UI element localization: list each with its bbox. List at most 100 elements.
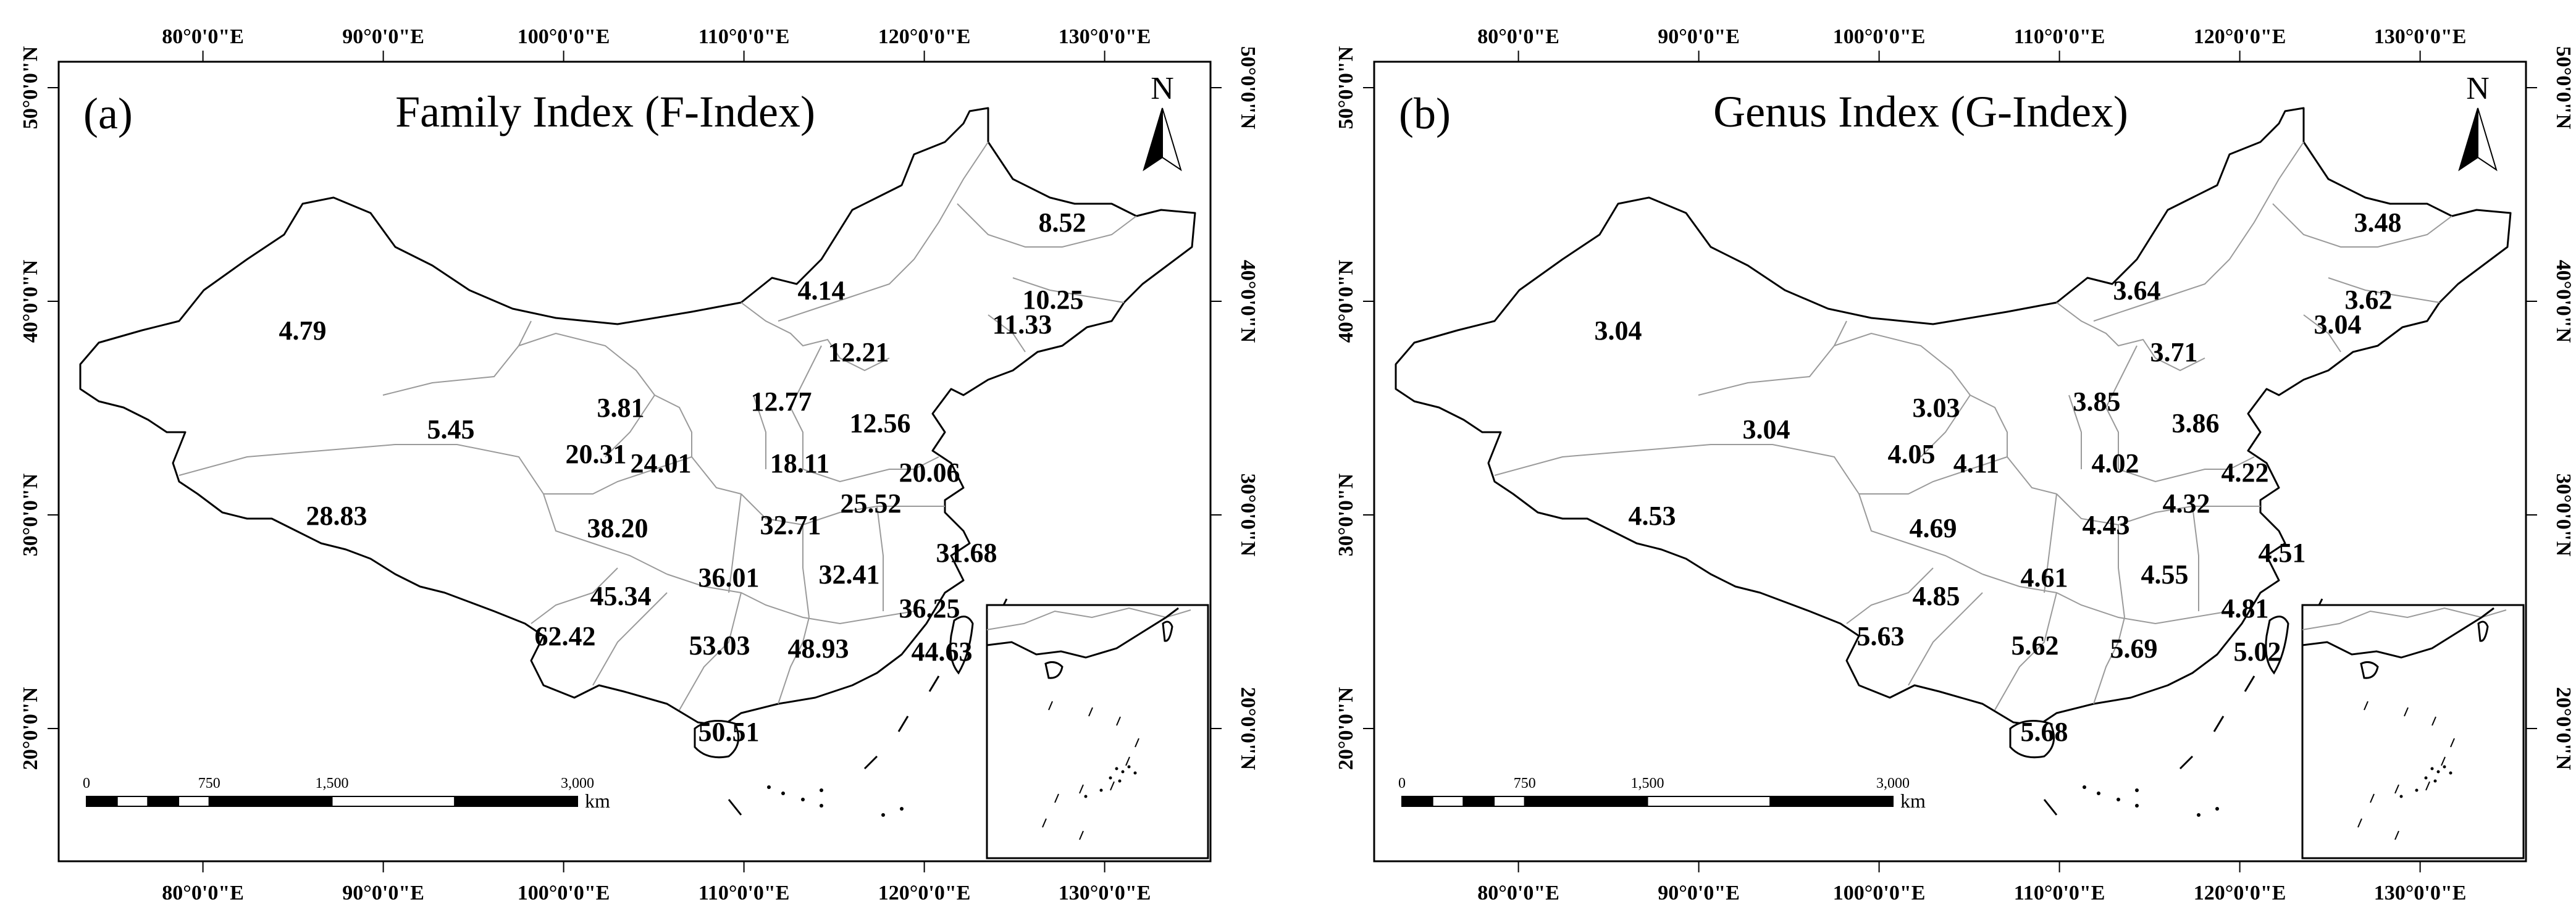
longitude-label-bottom: 80°0'0"E bbox=[162, 882, 244, 904]
sea-boundary-dashes bbox=[728, 598, 1008, 816]
longitude-label-top: 80°0'0"E bbox=[1477, 25, 1559, 48]
taiwan-island bbox=[2265, 616, 2289, 675]
province-border bbox=[1920, 395, 1971, 457]
map-frame bbox=[1373, 61, 2527, 862]
scale-tick-label: 1,500 bbox=[316, 775, 349, 791]
hainan-island bbox=[694, 720, 740, 759]
region-value-label: 5.45 bbox=[427, 414, 475, 445]
island-dot bbox=[820, 788, 823, 792]
scale-tick-label: 1,500 bbox=[1631, 775, 1664, 791]
latitude-label-right: 50°0'0"N bbox=[2552, 46, 2575, 130]
island-dot bbox=[2135, 788, 2139, 792]
inset-boundary-dash bbox=[2441, 756, 2446, 766]
region-value-label: 4.85 bbox=[1913, 581, 1960, 611]
panel-family-index: 80°0'0"E 80°0'0"E 90°0'0"E 90°0'0"E 100°0'0"… bbox=[0, 0, 1278, 923]
province-border bbox=[1494, 444, 1860, 495]
province-border bbox=[753, 395, 766, 469]
inset-island-dot bbox=[1127, 765, 1131, 769]
longitude-label-bottom: 80°0'0"E bbox=[1477, 882, 1559, 904]
latitude-label-right: 20°0'0"N bbox=[2552, 687, 2575, 771]
scale-tick-label: 0 bbox=[1398, 775, 1406, 791]
latitude-label-left: 20°0'0"N bbox=[1335, 687, 1357, 770]
family-index-map: 80°0'0"E 80°0'0"E 90°0'0"E 90°0'0"E 100°0'0"… bbox=[19, 25, 1259, 904]
scale-segment bbox=[1524, 796, 1648, 807]
inset-island-dot bbox=[1084, 795, 1088, 798]
longitude-label-bottom: 100°0'0"E bbox=[518, 882, 610, 904]
region-value-label: 10.25 bbox=[1023, 285, 1084, 315]
scale-segment bbox=[454, 796, 578, 807]
panel-title: Genus Index (G-Index) bbox=[1713, 87, 2128, 136]
inset-boundary-dash bbox=[1125, 756, 1130, 766]
island-dot bbox=[2097, 791, 2100, 795]
longitude-label-top: 100°0'0"E bbox=[518, 25, 610, 48]
region-value-label: 3.64 bbox=[2113, 275, 2161, 306]
inset-boundary-dash bbox=[1110, 781, 1115, 791]
inset-boundary-dash bbox=[2357, 818, 2362, 828]
inset-taiwan bbox=[2477, 620, 2489, 642]
inset-taiwan bbox=[1162, 620, 1173, 642]
region-value-label: 62.42 bbox=[535, 621, 596, 651]
region-value-label: 5.69 bbox=[2110, 633, 2158, 664]
island-dot bbox=[2215, 807, 2219, 811]
longitude-label-top: 110°0'0"E bbox=[699, 25, 790, 48]
province-border bbox=[666, 574, 915, 625]
longitude-label-bottom: 130°0'0"E bbox=[2374, 882, 2467, 904]
island-dot bbox=[781, 791, 785, 795]
region-value-label: 5.63 bbox=[1857, 621, 1905, 651]
region-value-label: 3.04 bbox=[1595, 315, 1642, 346]
region-value-label: 50.51 bbox=[699, 717, 760, 747]
latitude-label-right: 30°0'0"N bbox=[1236, 474, 1259, 557]
latitude-label-left: 50°0'0"N bbox=[1335, 46, 1357, 129]
region-value-label: 5.68 bbox=[2021, 717, 2068, 747]
region-value-label: 4.22 bbox=[2221, 457, 2269, 488]
inset-boundary-dash bbox=[1054, 793, 1059, 803]
inset-boundary-dash bbox=[1079, 784, 1084, 794]
region-value-label: 31.68 bbox=[936, 538, 997, 568]
longitude-label-bottom: 130°0'0"E bbox=[1059, 882, 1151, 904]
island-dot bbox=[767, 785, 771, 789]
region-value-label: 4.55 bbox=[2141, 559, 2189, 590]
longitude-label-top: 130°0'0"E bbox=[2374, 25, 2467, 48]
inset-coastline bbox=[986, 607, 1179, 659]
region-value-label: 4.61 bbox=[2021, 562, 2068, 593]
map-frame bbox=[57, 61, 1212, 862]
north-arrow-label: N bbox=[2466, 71, 2490, 106]
province-border bbox=[876, 506, 884, 611]
longitude-label-top: 120°0'0"E bbox=[878, 25, 971, 48]
longitude-label-top: 90°0'0"E bbox=[342, 25, 424, 48]
latitude-label-left: 40°0'0"N bbox=[1335, 259, 1357, 343]
longitude-label-bottom: 110°0'0"E bbox=[2014, 882, 2105, 904]
inset-island-dot bbox=[1118, 779, 1122, 783]
province-border bbox=[543, 456, 692, 495]
latitude-label-right: 40°0'0"N bbox=[2552, 260, 2575, 343]
inset-boundary-dash bbox=[1135, 738, 1139, 748]
region-value-label: 3.81 bbox=[597, 393, 645, 423]
region-value-label: 4.51 bbox=[2259, 538, 2306, 568]
inset-boundary-dash bbox=[1048, 701, 1053, 711]
longitude-label-bottom: 120°0'0"E bbox=[2194, 882, 2286, 904]
inset-island-dot bbox=[2433, 779, 2437, 783]
scale-tick-label: 3,000 bbox=[1876, 775, 1910, 791]
province-border bbox=[802, 525, 810, 618]
island-dot bbox=[881, 813, 885, 817]
map-group: 80°0'0"E 80°0'0"E 90°0'0"E 90°0'0"E 100°0'0"… bbox=[1335, 25, 2575, 904]
region-value-label: 4.79 bbox=[279, 315, 327, 346]
inset-boundary-dash bbox=[2394, 830, 2399, 840]
latitude-label-right: 30°0'0"N bbox=[2552, 474, 2575, 557]
inset-boundary-dash bbox=[2364, 701, 2368, 711]
region-value-label: 3.03 bbox=[1913, 393, 1960, 423]
longitude-label-top: 130°0'0"E bbox=[1059, 25, 1151, 48]
inset-island-dot bbox=[2415, 788, 2419, 792]
inset-island-dot bbox=[2424, 776, 2428, 780]
province-border bbox=[778, 141, 989, 322]
province-border bbox=[740, 302, 890, 372]
island-dot bbox=[820, 804, 823, 808]
province-border bbox=[2192, 506, 2199, 611]
province-border bbox=[605, 395, 655, 457]
inset-island-dot bbox=[2430, 767, 2434, 771]
province-border bbox=[531, 567, 618, 624]
island-dot bbox=[2083, 785, 2086, 789]
longitude-label-bottom: 100°0'0"E bbox=[1833, 882, 1926, 904]
province-border bbox=[382, 320, 532, 396]
inset-boundary-dash bbox=[2394, 784, 2399, 794]
